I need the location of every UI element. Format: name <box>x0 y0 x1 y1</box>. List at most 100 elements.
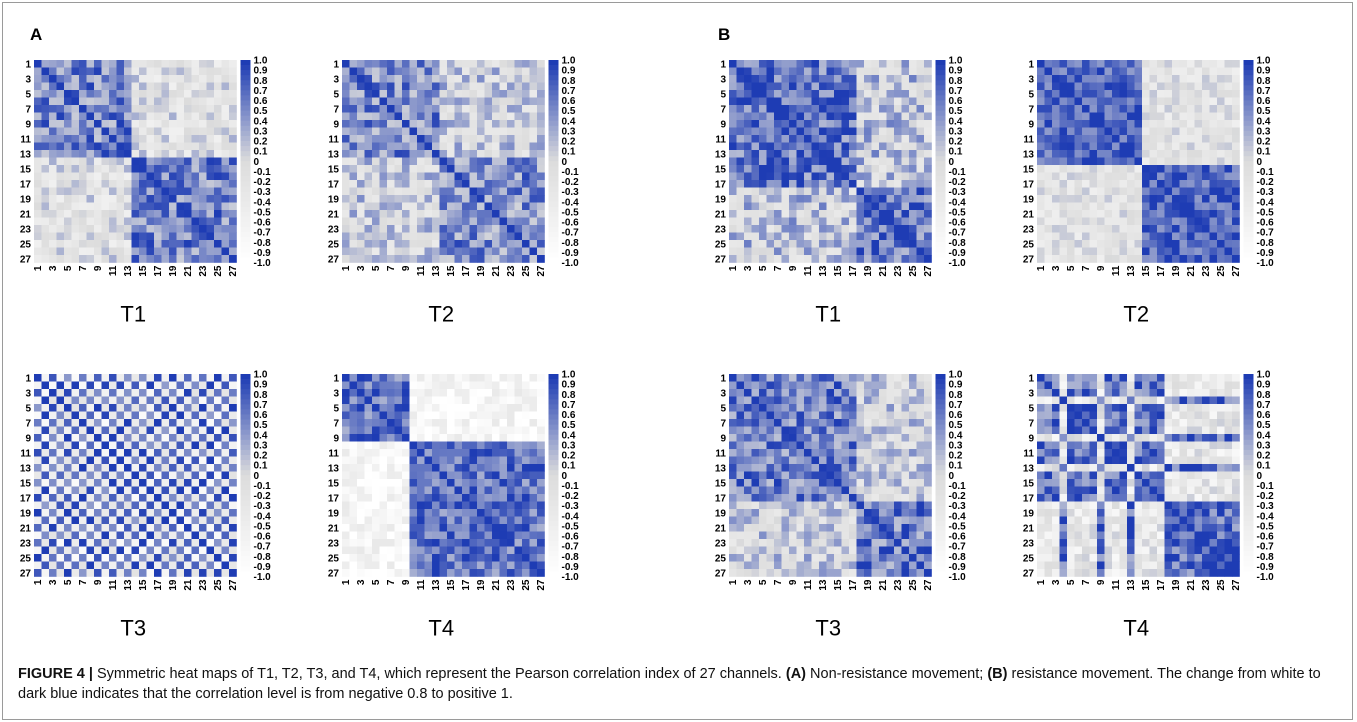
panel-b-t2-cell <box>1127 127 1135 136</box>
panel-a-t1-cell <box>116 247 125 256</box>
panel-a-t1-cell <box>34 142 42 151</box>
panel-a-t4-cell <box>379 554 388 562</box>
panel-a-t4-cell <box>364 479 373 487</box>
panel-a-t4-cell <box>402 494 410 502</box>
panel-b-t1-cell <box>886 195 895 203</box>
panel-a-t2-cell <box>394 225 403 233</box>
panel-a-t1-cell <box>101 202 110 211</box>
panel-a-t4-cell <box>469 479 478 487</box>
panel-a-t1-cell <box>139 217 147 226</box>
panel-b-t2-cell <box>1074 127 1083 136</box>
panel-a-t2-colorbar-segment <box>548 70 559 76</box>
panel-a-t3-x-tick: 3 <box>48 579 59 585</box>
panel-a-t1-cell <box>64 202 72 211</box>
panel-a-t2-cell <box>529 142 538 151</box>
panel-a-t3-cell <box>64 441 72 450</box>
panel-a-t1-cell <box>221 112 230 121</box>
panel-a-t4-cell <box>507 389 515 397</box>
panel-a-t4-cell <box>447 389 455 397</box>
panel-b-t1-cell <box>849 180 857 188</box>
panel-a-t2-cell <box>349 165 358 173</box>
panel-b-t2-cell <box>1202 165 1210 173</box>
panel-a-t1-cell <box>34 67 42 76</box>
panel-a-t2-cell <box>409 180 418 188</box>
panel-b-t2-cell <box>1112 247 1120 256</box>
panel-a-t3-cell <box>56 441 65 450</box>
panel-a-t4-cell <box>454 501 463 510</box>
panel-b-t2-cell <box>1112 225 1120 233</box>
panel-b-t2-cell <box>1037 82 1045 91</box>
panel-a-t4-cell <box>499 411 508 420</box>
panel-a-t1-cell <box>109 157 117 166</box>
panel-a-t4-cell <box>454 404 463 412</box>
panel-a-t1-cell <box>131 127 140 136</box>
panel-a-t3-cell <box>41 426 50 435</box>
panel-a-t1-cell <box>101 82 110 91</box>
panel-a-t1-cell <box>94 75 102 83</box>
panel-a-t1-cell <box>56 135 65 143</box>
panel-b-t1-cell <box>924 82 932 91</box>
panel-b-t2-colorbar-segment <box>1243 120 1254 127</box>
panel-a-t3-cell <box>221 539 230 547</box>
panel-a-t3-cell <box>139 374 147 382</box>
panel-a-t4-cell <box>499 456 508 465</box>
panel-a-t4-cell <box>372 434 380 442</box>
panel-b-t1-cell <box>774 67 782 76</box>
panel-b-t1-cell <box>811 105 820 113</box>
panel-b-t1-cell <box>916 232 925 241</box>
panel-b-t2-cell <box>1134 82 1143 91</box>
panel-a-t2-cell <box>424 142 433 151</box>
panel-b-t2-cell <box>1104 187 1113 196</box>
panel-b-t2-cell <box>1209 135 1218 143</box>
panel-a-t2-cell <box>357 195 365 203</box>
panel-b-t2-cell <box>1172 67 1180 76</box>
panel-b-t1-cell <box>871 232 880 241</box>
panel-b-t2-cell <box>1134 142 1143 151</box>
panel-a-t4-cell <box>507 396 515 405</box>
panel-b-t2-cell <box>1067 255 1075 263</box>
panel-b-t3-cell <box>879 389 887 397</box>
panel-a-t3-cell <box>214 471 222 480</box>
panel-b-t2-cell <box>1059 112 1068 121</box>
panel-a-t1-cell <box>41 112 50 121</box>
panel-b-t2-cell <box>1037 75 1045 83</box>
panel-a-t4-cell <box>522 389 530 397</box>
panel-a-t4-cell <box>417 569 425 577</box>
panel-a-t3-colorbar-segment <box>240 541 251 547</box>
panel-b-t1-cell <box>774 247 782 256</box>
panel-b-t3-cell <box>819 374 827 382</box>
panel-a-t1-cell <box>206 180 215 188</box>
panel-b-t1-colorbar-segment <box>935 95 946 101</box>
panel-b-t1-cell <box>766 172 775 181</box>
panel-b-t3-cell <box>774 374 782 382</box>
panel-a-t2-cell <box>409 127 418 136</box>
panel-b-t1-colorbar-segment <box>935 75 946 81</box>
panel-a-t2-cell <box>432 127 440 136</box>
panel-a-t4-cell <box>402 426 410 435</box>
panel-b-t2-cell <box>1179 112 1188 121</box>
panel-a-t3-cell <box>161 546 170 555</box>
panel-b-t1-cell <box>826 120 835 128</box>
panel-b-t1-cell <box>781 247 790 256</box>
panel-a-t2-cell <box>417 247 425 256</box>
panel-a-t4-cell <box>477 381 485 390</box>
panel-a-t1-cell <box>41 187 50 196</box>
panel-a-t2-cell <box>364 157 373 166</box>
panel-a-t4-cell <box>394 396 403 405</box>
panel-a-t2-cell <box>342 157 350 166</box>
panel-b-t1-cell <box>774 97 782 106</box>
panel-a-t4-cell <box>507 419 515 427</box>
panel-b-t1-cell <box>759 90 767 98</box>
panel-b-t1-cell <box>796 150 805 158</box>
panel-b-t1-cell <box>871 240 880 248</box>
panel-b-t2-cell <box>1224 157 1233 166</box>
panel-a-t2-cell <box>492 105 500 113</box>
panel-b-t1-cell <box>804 202 812 211</box>
panel-a-t3-cell <box>41 381 50 390</box>
panel-b-t1-cell <box>744 135 752 143</box>
panel-b-t1-colorbar-segment <box>935 191 946 198</box>
panel-b-t2-cell <box>1134 187 1143 196</box>
panel-a-t2-cell <box>432 75 440 83</box>
panel-a-t2-cell <box>372 150 380 158</box>
panel-a-t4-cell <box>342 479 350 487</box>
